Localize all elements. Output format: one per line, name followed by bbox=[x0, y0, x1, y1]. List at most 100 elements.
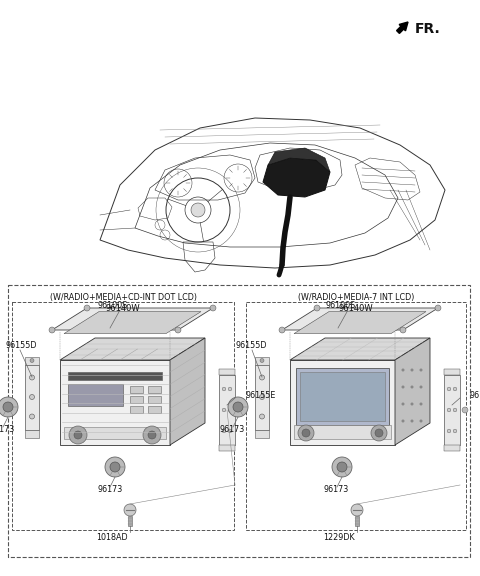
Circle shape bbox=[462, 407, 468, 413]
Bar bbox=[294, 425, 391, 439]
Circle shape bbox=[260, 375, 264, 380]
Text: 96100S: 96100S bbox=[98, 301, 128, 309]
Bar bbox=[246, 302, 466, 530]
Circle shape bbox=[332, 457, 352, 477]
Polygon shape bbox=[263, 158, 330, 197]
Text: (W/RADIO+MEDIA-7 INT LCD): (W/RADIO+MEDIA-7 INT LCD) bbox=[298, 293, 414, 302]
Circle shape bbox=[84, 305, 90, 311]
Bar bbox=[25, 365, 39, 430]
Circle shape bbox=[375, 429, 383, 437]
Bar bbox=[255, 357, 269, 365]
Circle shape bbox=[69, 426, 87, 444]
Text: 1229DK: 1229DK bbox=[323, 533, 355, 543]
Text: 96140W: 96140W bbox=[106, 304, 140, 313]
Circle shape bbox=[435, 305, 441, 311]
Circle shape bbox=[29, 414, 35, 419]
Bar bbox=[219, 375, 235, 445]
Circle shape bbox=[0, 397, 18, 417]
Polygon shape bbox=[64, 312, 201, 334]
Circle shape bbox=[453, 408, 457, 412]
Circle shape bbox=[49, 327, 55, 333]
Circle shape bbox=[105, 457, 125, 477]
Circle shape bbox=[222, 408, 226, 412]
Circle shape bbox=[29, 395, 35, 400]
Bar bbox=[8, 285, 470, 557]
Circle shape bbox=[260, 395, 264, 400]
Circle shape bbox=[143, 426, 161, 444]
Bar bbox=[68, 372, 162, 380]
Bar bbox=[290, 360, 395, 445]
Bar bbox=[255, 430, 269, 438]
Bar bbox=[12, 302, 234, 530]
Bar bbox=[130, 386, 143, 393]
Circle shape bbox=[420, 385, 422, 388]
Circle shape bbox=[228, 387, 232, 391]
Bar bbox=[355, 516, 359, 526]
Text: 96155D: 96155D bbox=[235, 340, 266, 350]
Circle shape bbox=[233, 402, 243, 412]
Bar bbox=[60, 360, 170, 445]
Circle shape bbox=[298, 425, 314, 441]
Circle shape bbox=[228, 397, 248, 417]
Polygon shape bbox=[294, 312, 426, 334]
Circle shape bbox=[401, 419, 405, 423]
Circle shape bbox=[124, 504, 136, 516]
Text: 1018AD: 1018AD bbox=[96, 533, 128, 543]
Circle shape bbox=[302, 429, 310, 437]
Polygon shape bbox=[170, 338, 205, 445]
Circle shape bbox=[337, 462, 347, 472]
Circle shape bbox=[237, 407, 243, 413]
Circle shape bbox=[410, 419, 413, 423]
Circle shape bbox=[351, 504, 363, 516]
Circle shape bbox=[228, 408, 232, 412]
Bar bbox=[148, 386, 161, 393]
Bar bbox=[219, 369, 235, 375]
Circle shape bbox=[260, 414, 264, 419]
Circle shape bbox=[191, 203, 205, 217]
Circle shape bbox=[420, 403, 422, 406]
Circle shape bbox=[148, 431, 156, 439]
Circle shape bbox=[410, 369, 413, 372]
Text: 96173: 96173 bbox=[324, 484, 349, 494]
Circle shape bbox=[314, 305, 320, 311]
Circle shape bbox=[401, 385, 405, 388]
Polygon shape bbox=[52, 308, 213, 330]
Bar bbox=[130, 396, 143, 403]
Bar bbox=[219, 445, 235, 451]
Circle shape bbox=[420, 369, 422, 372]
Circle shape bbox=[447, 387, 451, 391]
Circle shape bbox=[29, 375, 35, 380]
Circle shape bbox=[447, 429, 451, 433]
Circle shape bbox=[222, 387, 226, 391]
Circle shape bbox=[410, 403, 413, 406]
Circle shape bbox=[110, 462, 120, 472]
Bar bbox=[444, 445, 460, 451]
Circle shape bbox=[228, 429, 232, 433]
Text: 96155E: 96155E bbox=[470, 391, 480, 400]
Bar bbox=[296, 368, 389, 425]
Bar bbox=[130, 406, 143, 413]
Text: FR.: FR. bbox=[415, 22, 441, 36]
Circle shape bbox=[222, 429, 226, 433]
Text: (W/RADIO+MEDIA+CD-INT DOT LCD): (W/RADIO+MEDIA+CD-INT DOT LCD) bbox=[49, 293, 196, 302]
FancyArrow shape bbox=[396, 22, 408, 33]
Polygon shape bbox=[282, 308, 438, 330]
Text: 96173: 96173 bbox=[0, 425, 15, 434]
Circle shape bbox=[175, 327, 181, 333]
Circle shape bbox=[453, 387, 457, 391]
Circle shape bbox=[400, 327, 406, 333]
Text: 96140W: 96140W bbox=[339, 304, 373, 313]
Circle shape bbox=[453, 429, 457, 433]
Polygon shape bbox=[268, 148, 330, 172]
Bar bbox=[128, 516, 132, 526]
Circle shape bbox=[260, 358, 264, 362]
Circle shape bbox=[420, 419, 422, 423]
Circle shape bbox=[210, 305, 216, 311]
Bar bbox=[25, 430, 39, 438]
Bar bbox=[148, 396, 161, 403]
Circle shape bbox=[401, 369, 405, 372]
Polygon shape bbox=[290, 338, 430, 360]
Circle shape bbox=[401, 403, 405, 406]
Circle shape bbox=[3, 402, 13, 412]
Bar bbox=[148, 406, 161, 413]
